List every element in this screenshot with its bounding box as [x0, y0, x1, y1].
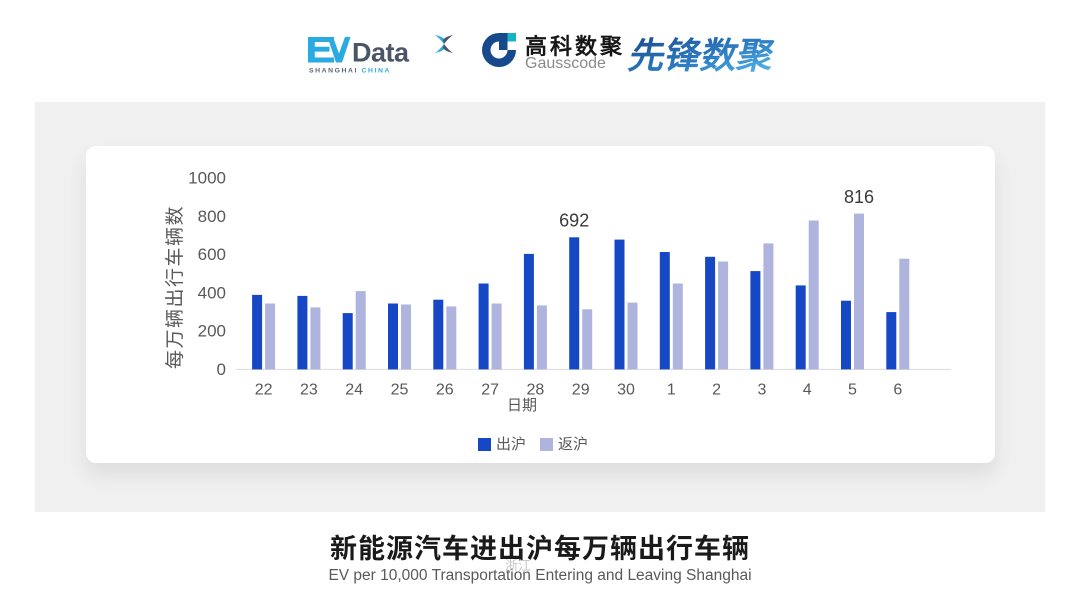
svg-text:SHANGHAI CHINA: SHANGHAI CHINA	[309, 68, 391, 75]
svg-text:22: 22	[255, 381, 273, 398]
svg-text:先锋数聚: 先锋数聚	[626, 36, 779, 76]
svg-text:23: 23	[300, 381, 318, 398]
svg-text:Data: Data	[352, 38, 410, 68]
svg-text:200: 200	[198, 322, 226, 341]
svg-text:日期: 日期	[507, 397, 537, 414]
svg-text:816: 816	[844, 187, 874, 207]
svg-text:0: 0	[217, 360, 226, 379]
svg-text:400: 400	[198, 283, 226, 302]
svg-text:1000: 1000	[188, 169, 226, 188]
svg-text:返沪: 返沪	[558, 436, 588, 453]
svg-text:Gausscode: Gausscode	[525, 55, 606, 72]
svg-text:3: 3	[757, 381, 766, 398]
svg-text:692: 692	[559, 211, 589, 231]
svg-text:29: 29	[572, 381, 590, 398]
svg-text:28: 28	[527, 381, 545, 398]
svg-text:25: 25	[391, 381, 409, 398]
svg-text:出沪: 出沪	[496, 436, 526, 453]
svg-text:27: 27	[481, 381, 499, 398]
svg-text:30: 30	[617, 381, 635, 398]
svg-text:每万辆出行车辆数: 每万辆出行车辆数	[164, 205, 186, 369]
svg-text:6: 6	[893, 381, 902, 398]
svg-text:26: 26	[436, 381, 454, 398]
svg-text:5: 5	[848, 381, 857, 398]
svg-text:600: 600	[198, 245, 226, 264]
svg-text:1: 1	[667, 381, 676, 398]
svg-text:2: 2	[712, 381, 721, 398]
svg-text:800: 800	[198, 207, 226, 226]
svg-text:4: 4	[803, 381, 812, 398]
svg-text:24: 24	[345, 381, 363, 398]
